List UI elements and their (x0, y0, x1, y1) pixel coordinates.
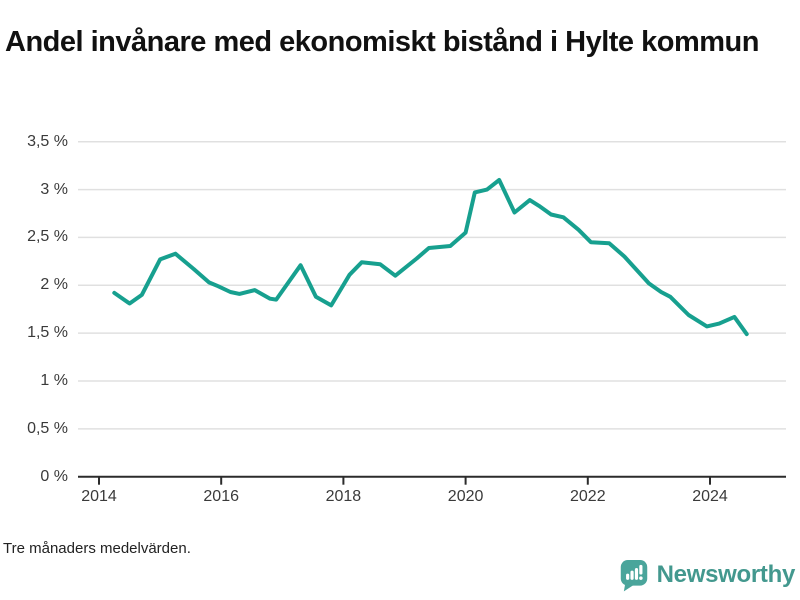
y-axis-tick-label: 0 % (40, 467, 68, 485)
chart-footnote: Tre månaders medelvärden. (3, 540, 191, 557)
x-axis-tick-label: 2020 (447, 488, 484, 505)
y-axis-tick-label: 1 % (40, 371, 68, 389)
newsworthy-wordmark: Newsworthy (656, 561, 796, 588)
y-axis-tick-label: 3 % (40, 180, 68, 198)
data-line (112, 178, 749, 337)
newsworthy-logo: Newsworthy (619, 558, 795, 592)
y-axis-tick-label: 2 % (40, 276, 68, 294)
x-axis-tick-label: 2022 (570, 488, 606, 505)
y-axis-tick-label: 2,5 % (27, 228, 68, 246)
x-axis-tick-label: 2016 (203, 488, 239, 505)
page-title: Andel invånare med ekonomiskt bistånd i … (5, 26, 759, 59)
y-axis-tick-label: 0,5 % (27, 419, 68, 437)
x-axis-tick-label: 2014 (81, 488, 117, 505)
y-axis-tick-label: 3,5 % (27, 132, 68, 150)
x-axis-tick-label: 2024 (692, 488, 728, 505)
x-axis-tick-label: 2018 (325, 488, 362, 505)
y-axis-tick-label: 1,5 % (27, 324, 68, 342)
bar-chart-speech-bubble-icon (620, 560, 647, 592)
